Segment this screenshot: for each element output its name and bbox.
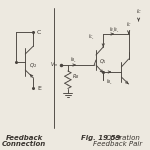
Text: $I_C$: $I_C$	[135, 8, 142, 16]
Text: $Q_1$: $Q_1$	[99, 58, 106, 66]
Text: Operation: Operation	[106, 135, 141, 141]
Text: C: C	[37, 30, 41, 34]
Text: $Q_2$: $Q_2$	[29, 62, 37, 70]
Text: Connection: Connection	[2, 141, 46, 147]
Text: $I_{B_2}$: $I_{B_2}$	[105, 77, 112, 87]
Text: E: E	[37, 85, 41, 90]
Text: Feedback: Feedback	[6, 135, 43, 141]
Text: $I_{C_1}$: $I_{C_1}$	[88, 32, 95, 42]
Text: $V_{in}$: $V_{in}$	[50, 61, 58, 69]
Text: $I_{B_2}$: $I_{B_2}$	[70, 55, 77, 65]
Text: Feedback Pair: Feedback Pair	[93, 141, 142, 147]
Text: $I_{E_1}$: $I_{E_1}$	[109, 25, 116, 35]
Text: $I_C$: $I_C$	[126, 21, 132, 29]
Text: $R_B$: $R_B$	[72, 73, 80, 81]
Text: Fig. 19.59: Fig. 19.59	[81, 135, 121, 141]
Text: $I_{E_1}$: $I_{E_1}$	[113, 25, 119, 35]
